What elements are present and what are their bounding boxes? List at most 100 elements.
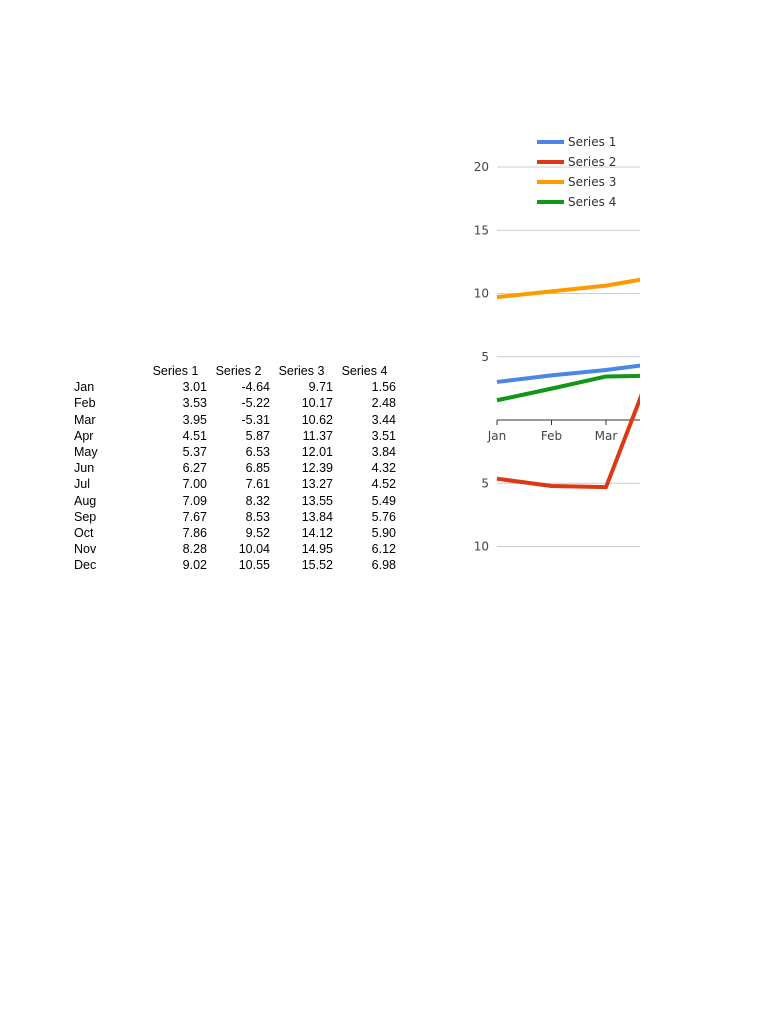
- table-cell-series-3: 13.27: [301, 477, 333, 492]
- series-line-2: [496, 393, 640, 490]
- table-cell-series-3: 13.84: [301, 509, 333, 524]
- table-row: Aug 7.09 8.32 13.55 5.49: [66, 493, 396, 509]
- series-line-3: [496, 277, 640, 300]
- table-row: Feb 3.53 -5.22 10.17 2.48: [66, 395, 396, 411]
- table-cell-series-3: 10.62: [301, 412, 333, 427]
- y-tick-label: 5: [481, 350, 489, 364]
- table-cell-series-4: 6.98: [371, 558, 396, 573]
- legend-label-series-4: Series 4: [568, 195, 616, 209]
- table-cell-series-4: 5.49: [371, 493, 396, 508]
- x-tick-label: Feb: [541, 429, 562, 443]
- table-cell-series-3: 9.71: [308, 380, 333, 395]
- table-row: Apr 4.51 5.87 11.37 3.51: [66, 428, 396, 444]
- table-row: May 5.37 6.53 12.01 3.84: [66, 444, 396, 460]
- table-cell-series-2: -5.22: [241, 396, 271, 411]
- table-cell-series-1: 7.00: [182, 477, 207, 492]
- table-row: Jul 7.00 7.61 13.27 4.52: [66, 476, 396, 492]
- row-month-label: Oct: [74, 526, 94, 541]
- column-header-series-4: Series 4: [341, 364, 388, 378]
- row-month-label: May: [74, 445, 98, 460]
- row-month-label: Jan: [74, 380, 95, 395]
- data-table: Series 1 Series 2 Series 3 Series 4 Jan 3…: [66, 363, 396, 574]
- table-cell-series-2: 6.85: [245, 461, 270, 476]
- table-row: Jun 6.27 6.85 12.39 4.32: [66, 460, 396, 476]
- table-row: Dec 9.02 10.55 15.52 6.98: [66, 557, 396, 573]
- row-month-label: Apr: [74, 428, 94, 443]
- table-cell-series-2: 10.55: [238, 558, 270, 573]
- row-month-label: Jun: [74, 461, 95, 476]
- table-cell-series-2: -4.64: [241, 380, 271, 395]
- chart-gridlines: 20 15 10 5 5 10: [474, 160, 640, 554]
- y-tick-label: 20: [474, 160, 489, 174]
- table-cell-series-1: 8.28: [182, 542, 207, 557]
- table-cell-series-4: 6.12: [371, 542, 396, 557]
- table-cell-series-2: 8.53: [245, 509, 270, 524]
- table-cell-series-3: 10.17: [301, 396, 333, 411]
- table-body: Jan 3.01 -4.64 9.71 1.56 Feb 3.53 -5.22 10.17 2.4…: [66, 379, 396, 573]
- table-cell-series-1: 7.86: [182, 526, 207, 541]
- x-tick-label: Jan: [487, 429, 507, 443]
- table-row: Oct 7.86 9.52 14.12 5.90: [66, 525, 396, 541]
- table-row: Jan 3.01 -4.64 9.71 1.56: [66, 379, 396, 395]
- y-tick-label: 10: [474, 287, 489, 301]
- table-cell-series-2: 9.52: [245, 526, 270, 541]
- table-cell-series-3: 13.55: [301, 493, 333, 508]
- table-cell-series-2: 7.61: [245, 477, 270, 492]
- row-month-label: Mar: [74, 412, 96, 427]
- legend-label-series-1: Series 1: [568, 135, 616, 149]
- table-row: Sep 7.67 8.53 13.84 5.76: [66, 509, 396, 525]
- chart-legend: Series 1 Series 2 Series 3 Series 4: [537, 135, 616, 209]
- table-cell-series-3: 14.95: [301, 542, 333, 557]
- table-cell-series-4: 5.90: [371, 526, 396, 541]
- chart-series: [496, 277, 640, 490]
- y-tick-label: 10: [474, 540, 489, 554]
- table-cell-series-1: 6.27: [182, 461, 207, 476]
- table-row: Mar 3.95 -5.31 10.62 3.44: [66, 412, 396, 428]
- table-cell-series-2: 6.53: [245, 445, 270, 460]
- y-tick-label: 15: [474, 223, 489, 237]
- series-line-1: [496, 363, 640, 384]
- row-month-label: Jul: [74, 477, 90, 492]
- table-cell-series-3: 11.37: [302, 428, 333, 443]
- table-cell-series-3: 12.01: [301, 445, 333, 460]
- chart-axes: Jan Feb Mar: [487, 419, 640, 443]
- table-cell-series-1: 3.95: [182, 412, 207, 427]
- legend-label-series-3: Series 3: [568, 175, 616, 189]
- table-cell-series-1: 3.53: [182, 396, 207, 411]
- table-cell-series-4: 3.84: [371, 445, 396, 460]
- table-cell-series-1: 5.37: [182, 445, 207, 460]
- table-cell-series-4: 5.76: [371, 509, 396, 524]
- table-row: Nov 8.28 10.04 14.95 6.12: [66, 541, 396, 557]
- table-cell-series-3: 14.12: [301, 526, 333, 541]
- table-cell-series-4: 3.51: [371, 428, 396, 443]
- table-cell-series-4: 1.56: [371, 380, 396, 395]
- row-month-label: Dec: [74, 558, 97, 573]
- row-month-label: Feb: [74, 396, 96, 411]
- legend-label-series-2: Series 2: [568, 155, 616, 169]
- x-tick-label: Mar: [595, 429, 618, 443]
- table-cell-series-1: 4.51: [182, 428, 207, 443]
- column-header-series-1: Series 1: [152, 364, 199, 378]
- column-header-series-2: Series 2: [215, 364, 262, 378]
- table-cell-series-4: 2.48: [371, 396, 396, 411]
- column-header-series-3: Series 3: [278, 364, 325, 378]
- row-month-label: Sep: [74, 509, 97, 524]
- table-cell-series-1: 9.02: [182, 558, 207, 573]
- table-cell-series-4: 4.32: [371, 461, 396, 476]
- table-cell-series-2: 10.04: [238, 542, 270, 557]
- table-cell-series-2: 8.32: [245, 493, 270, 508]
- table-cell-series-3: 15.52: [301, 558, 333, 573]
- table-header-row: Series 1 Series 2 Series 3 Series 4: [66, 363, 396, 379]
- series-line-4: [496, 373, 640, 403]
- y-tick-label: 5: [481, 476, 489, 490]
- table-cell-series-3: 12.39: [301, 461, 333, 476]
- table-cell-series-4: 3.44: [371, 412, 396, 427]
- table-cell-series-2: -5.31: [241, 412, 271, 427]
- table-cell-series-1: 7.67: [182, 509, 207, 524]
- table-cell-series-1: 7.09: [182, 493, 207, 508]
- table-cell-series-4: 4.52: [371, 477, 396, 492]
- table-cell-series-2: 5.87: [245, 428, 270, 443]
- table-cell-series-1: 3.01: [182, 380, 207, 395]
- row-month-label: Nov: [74, 542, 97, 557]
